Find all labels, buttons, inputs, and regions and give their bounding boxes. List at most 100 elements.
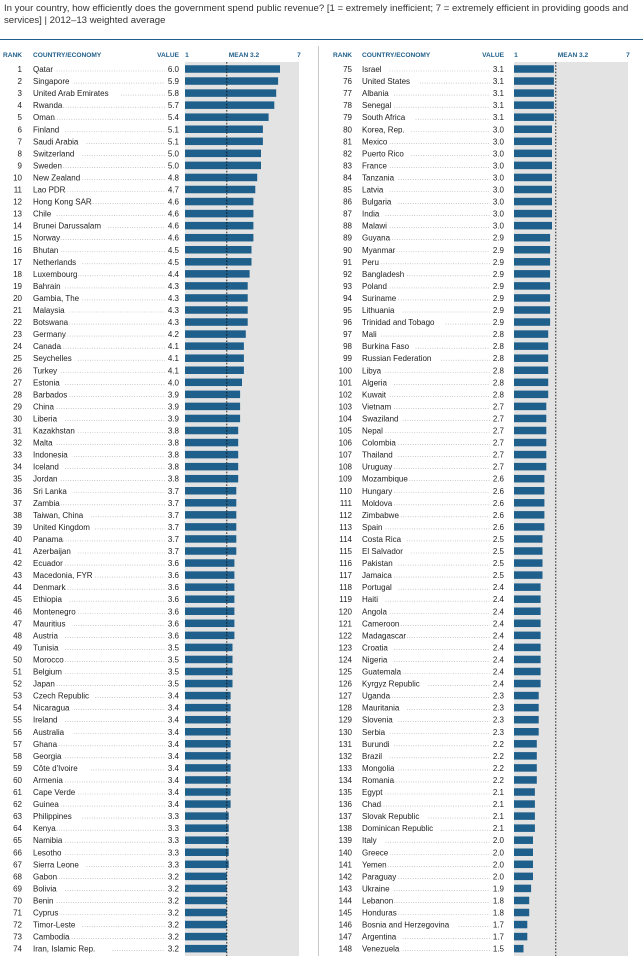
value-label: 4.4: [168, 270, 180, 279]
data-bar: [185, 89, 277, 97]
country-label: Algeria: [362, 378, 387, 387]
data-bar: [185, 294, 248, 302]
data-bar: [514, 896, 530, 905]
rank-label: 46: [13, 607, 22, 616]
rank-label: 133: [339, 764, 353, 773]
data-bar: [185, 125, 263, 133]
column-divider: [318, 46, 319, 956]
value-label: 3.6: [168, 595, 180, 604]
data-bar: [514, 221, 552, 230]
country-label: Latvia: [362, 186, 384, 195]
rank-label: 140: [339, 848, 353, 857]
rank-label: 142: [339, 872, 353, 881]
value-label: 2.4: [493, 619, 505, 628]
data-bar: [185, 378, 242, 387]
country-label: Tunisia: [33, 643, 59, 652]
country-label: Lebanon: [362, 896, 393, 905]
header-rank: RANK: [3, 52, 22, 59]
rank-label: 134: [339, 776, 353, 785]
value-label: 2.7: [493, 451, 505, 460]
value-label: 2.1: [493, 800, 505, 809]
country-label: Madagascar: [362, 631, 406, 640]
country-label: Sweden: [33, 161, 62, 170]
data-bar: [185, 703, 231, 712]
country-label: Turkey: [33, 366, 57, 375]
header-scale-min: 1: [185, 52, 189, 59]
value-label: 3.0: [493, 161, 505, 170]
rank-label: 62: [13, 800, 22, 809]
data-bar: [514, 125, 552, 133]
rank-label: 135: [339, 788, 353, 797]
rank-label: 138: [339, 824, 353, 833]
value-label: 3.2: [168, 896, 180, 905]
data-bar: [514, 306, 551, 314]
data-bar: [514, 559, 543, 567]
rank-label: 114: [339, 535, 352, 544]
data-bar: [514, 65, 554, 73]
value-label: 3.6: [168, 571, 180, 580]
country-label: Italy: [362, 836, 377, 845]
country-label: Tanzania: [362, 173, 395, 182]
country-label: Timor-Leste: [33, 921, 76, 930]
country-label: Hong Kong SAR: [33, 198, 92, 207]
country-label: Burundi: [362, 740, 390, 749]
rank-label: 7: [18, 137, 23, 146]
data-bar: [514, 691, 539, 700]
rank-label: 139: [339, 836, 353, 845]
data-bar: [185, 788, 231, 796]
data-bar: [514, 197, 552, 206]
country-label: Romania: [362, 776, 395, 785]
data-bar: [185, 499, 237, 507]
country-label: Zimbabwe: [362, 511, 399, 520]
header-rank: RANK: [333, 52, 352, 59]
value-label: 3.3: [168, 824, 180, 833]
rank-label: 56: [13, 728, 22, 737]
data-bar: [514, 89, 554, 97]
country-label: Pakistan: [362, 559, 393, 568]
value-label: 1.8: [493, 896, 505, 905]
data-bar: [514, 703, 539, 712]
country-label: Denmark: [33, 583, 66, 592]
rank-label: 59: [13, 764, 22, 773]
country-label: Thailand: [362, 451, 393, 460]
data-bar: [185, 161, 261, 170]
data-bar: [514, 426, 547, 435]
header-scale-max: 7: [297, 52, 301, 59]
value-label: 2.1: [493, 824, 505, 833]
data-bar: [185, 908, 227, 917]
country-label: Panama: [33, 535, 63, 544]
data-bar: [514, 800, 535, 808]
rank-label: 68: [13, 872, 22, 881]
rank-label: 147: [339, 933, 353, 942]
country-label: Bulgaria: [362, 198, 392, 207]
rank-label: 8: [18, 149, 23, 158]
value-label: 1.9: [493, 884, 505, 893]
data-bar: [514, 233, 551, 242]
value-label: 2.5: [493, 571, 505, 580]
data-bar: [514, 944, 524, 953]
value-label: 2.0: [493, 836, 505, 845]
header-country: COUNTRY/ECONOMY: [362, 52, 431, 59]
value-label: 3.4: [168, 716, 180, 725]
data-bar: [514, 788, 535, 796]
rank-label: 11: [14, 186, 23, 195]
value-label: 2.7: [493, 439, 505, 448]
data-bar: [185, 932, 227, 941]
value-label: 2.9: [493, 270, 505, 279]
country-label: Lesotho: [33, 848, 62, 857]
rank-label: 120: [339, 607, 353, 616]
rank-label: 71: [13, 909, 22, 918]
rank-label: 5: [18, 113, 23, 122]
data-bar: [514, 595, 541, 603]
rank-label: 103: [339, 402, 353, 411]
country-label: Cape Verde: [33, 788, 76, 797]
data-bar: [185, 728, 231, 736]
rank-label: 54: [13, 704, 22, 713]
country-label: Yemen: [362, 860, 387, 869]
value-label: 5.4: [168, 113, 180, 122]
value-label: 6.0: [168, 65, 180, 74]
country-label: Mongolia: [362, 764, 395, 773]
data-bar: [514, 655, 541, 664]
rank-label: 28: [13, 390, 22, 399]
value-label: 4.8: [168, 173, 180, 182]
